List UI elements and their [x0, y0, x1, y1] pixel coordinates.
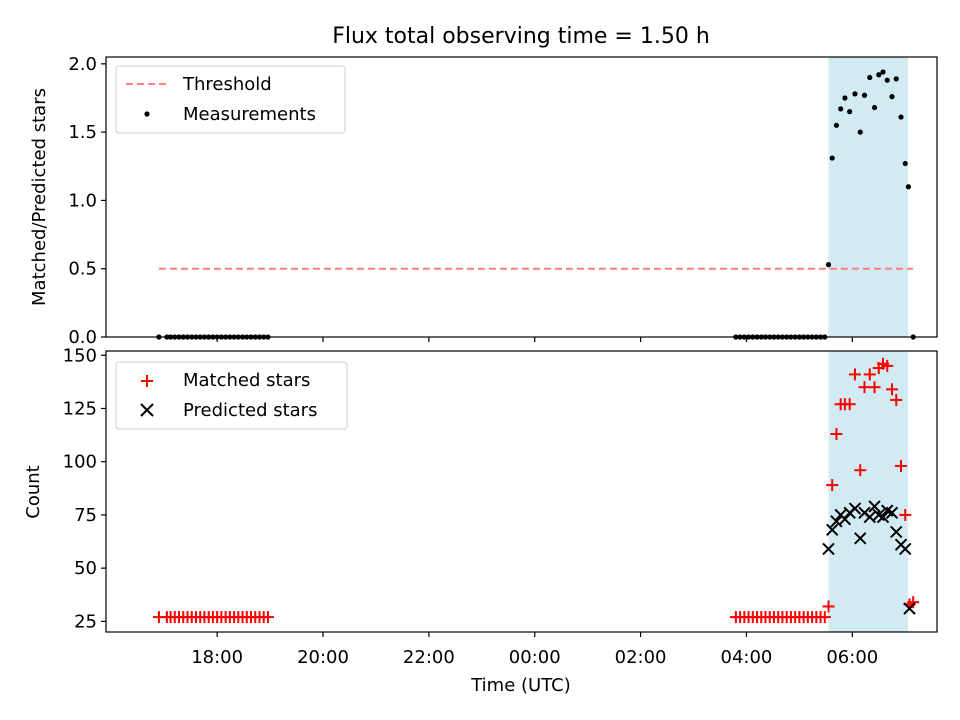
- observing-window-shade: [828, 57, 908, 337]
- measurements-point: [838, 106, 844, 112]
- plot-frame: [105, 350, 938, 633]
- x-tick-label: 02:00: [615, 647, 667, 668]
- measurements-point: [871, 104, 878, 111]
- matched-stars-point: [843, 398, 856, 411]
- y-tick-label: 125: [63, 398, 97, 419]
- measurements-point: [842, 95, 848, 101]
- measurements-point: [847, 109, 853, 115]
- matched-stars-point: [822, 600, 835, 613]
- measurements-point: [825, 262, 832, 268]
- count-legend: Matched stars Predicted stars: [115, 361, 348, 430]
- matched-stars-point: [818, 611, 831, 624]
- measurements-point: [880, 69, 886, 75]
- y-tick-label: 1.5: [68, 122, 97, 143]
- matched-stars-point: [886, 383, 899, 396]
- measurements-point: [867, 74, 873, 81]
- measurements-legend-marker: [144, 111, 150, 117]
- ratio-legend-box: [115, 65, 346, 134]
- measurements-point: [829, 155, 835, 161]
- y-tick-label: 75: [74, 505, 97, 526]
- measurements-point: [852, 91, 858, 97]
- measurements-point: [898, 114, 904, 120]
- plot-frame: [105, 56, 938, 338]
- y-tick-label: 1.0: [68, 190, 97, 211]
- predicted-stars-legend-marker: [140, 403, 154, 417]
- measurements-point: [861, 92, 868, 98]
- y-tick-label: 50: [74, 558, 97, 579]
- matched-stars-point: [868, 381, 881, 394]
- measurements-point: [857, 129, 863, 135]
- matched-stars-point: [858, 381, 871, 394]
- y-tick-label: 100: [63, 452, 97, 473]
- matched-stars-point: [848, 368, 861, 381]
- predicted-stars-legend-label: Predicted stars: [183, 400, 317, 421]
- y-tick-label: 150: [63, 345, 97, 366]
- observing-window-shade: [828, 351, 908, 632]
- x-tick-label: 04:00: [721, 647, 773, 668]
- matched-stars-point: [830, 428, 843, 441]
- predicted-stars-point: [838, 512, 852, 526]
- ratio-panel: 0.00.51.01.52.0 Matched/Predicted stars …: [29, 54, 938, 348]
- predicted-stars-point: [863, 510, 876, 524]
- predicted-stars-point: [868, 500, 881, 513]
- predicted-stars-point: [848, 502, 862, 515]
- measurements-point: [889, 94, 895, 100]
- measurements-point: [902, 160, 908, 167]
- measurements-point: [884, 77, 890, 83]
- matched-stars-point: [826, 479, 839, 492]
- x-tick-label: 06:00: [826, 647, 878, 668]
- x-tick-label: 22:00: [403, 647, 455, 668]
- measurements-point: [893, 76, 899, 82]
- predicted-stars-point: [876, 510, 890, 524]
- matched-stars-point: [895, 459, 908, 472]
- matched-stars-point: [881, 359, 894, 372]
- predicted-stars-point: [825, 523, 839, 537]
- matched-stars-point: [863, 368, 876, 381]
- ratio-y-axis-label: Matched/Predicted stars: [29, 88, 50, 306]
- measurements-point: [905, 184, 912, 190]
- predicted-stars-point: [854, 532, 867, 545]
- predicted-stars-point: [822, 542, 835, 556]
- matched-stars-point: [899, 508, 912, 521]
- matched-stars-point: [890, 393, 903, 406]
- x-tick-label: 18:00: [191, 647, 243, 668]
- y-tick-label: 2.0: [68, 54, 97, 75]
- matched-stars-legend-marker: [141, 375, 153, 387]
- x-axis-label: Time (UTC): [470, 675, 571, 696]
- x-tick-label: 00:00: [509, 647, 561, 668]
- x-tick-label: 20:00: [297, 647, 349, 668]
- y-tick-label: 25: [74, 611, 97, 632]
- matched-stars-legend-label: Matched stars: [183, 370, 310, 391]
- y-tick-label: 0.5: [68, 259, 97, 280]
- predicted-stars-point: [899, 542, 912, 556]
- measurements-legend-label: Measurements: [183, 104, 316, 125]
- measurements-point: [833, 122, 840, 128]
- count-panel: 25 50 75 100 125 150 Count Matched stars Pred…: [23, 345, 938, 637]
- chart-title: Flux total observing time = 1.50 h: [332, 24, 710, 49]
- count-legend-box: [115, 361, 348, 430]
- count-y-axis-label: Count: [23, 465, 44, 518]
- matched-stars-point: [854, 464, 867, 477]
- threshold-legend-label: Threshold: [182, 74, 272, 95]
- predicted-stars-point: [890, 525, 903, 539]
- measurements-point: [876, 72, 882, 78]
- matched-stars-point: [261, 611, 274, 624]
- ratio-legend: Threshold Measurements: [115, 65, 346, 134]
- predicted-stars-point: [903, 602, 916, 615]
- predicted-stars-point: [885, 506, 899, 519]
- y-tick-label: 0.0: [68, 327, 97, 348]
